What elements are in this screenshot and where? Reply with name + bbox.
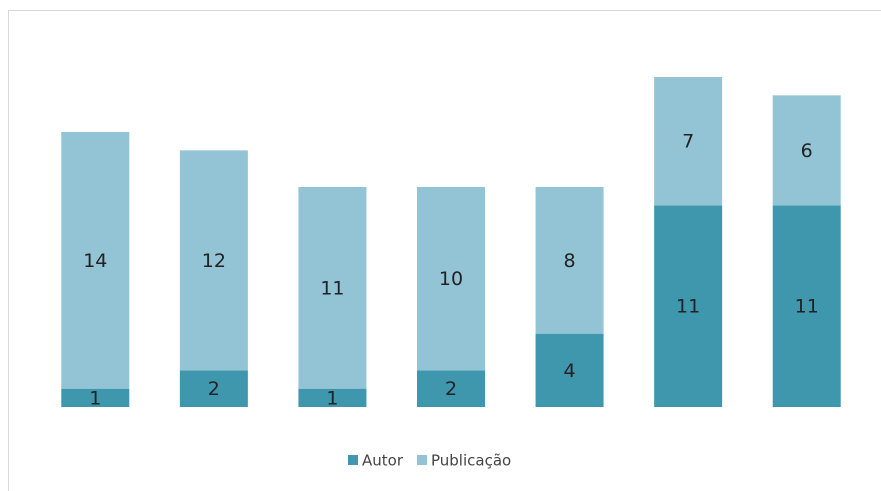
bar-segment [535, 187, 604, 334]
segment-label: 2 [208, 378, 220, 400]
segment-label: 1 [326, 387, 338, 409]
segment-label: 10 [439, 268, 463, 290]
segment-label: 14 [83, 250, 107, 272]
bar-segment [417, 370, 485, 407]
legend-label: Autor [362, 452, 404, 470]
bar-segment [772, 205, 841, 407]
bar-segment [772, 95, 841, 206]
bar-segment [654, 77, 723, 206]
segment-label: 6 [801, 140, 813, 162]
bar-segment [61, 388, 130, 407]
bar-segment [179, 150, 248, 371]
segment-label: 7 [682, 131, 694, 153]
segment-label: 4 [564, 360, 576, 382]
segment-label: 12 [202, 250, 226, 272]
bar-segment [298, 187, 367, 389]
legend-swatch [417, 455, 427, 465]
segment-label: 11 [320, 277, 344, 299]
bar-segment [535, 333, 604, 407]
legend-label: Publicação [431, 452, 511, 470]
legend-swatch [348, 455, 358, 465]
segment-label: 11 [795, 296, 819, 318]
bar-segment [417, 187, 485, 371]
bar-segment [654, 205, 723, 407]
bar-segment [298, 388, 367, 407]
bar-segment [179, 370, 248, 407]
bar-segment [61, 132, 130, 389]
segment-label: 11 [676, 296, 700, 318]
segment-label: 8 [564, 250, 576, 272]
segment-label: 2 [445, 378, 457, 400]
segment-label: 1 [89, 387, 101, 409]
